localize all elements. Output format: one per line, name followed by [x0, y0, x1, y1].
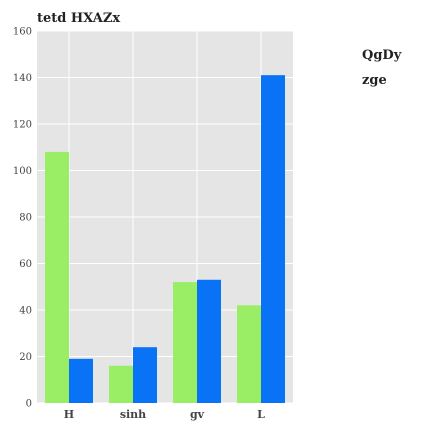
y-tick-label: 20 [19, 352, 32, 363]
x-tick-label: H [64, 408, 74, 421]
y-tick-label: 120 [13, 120, 32, 131]
bar [109, 365, 133, 403]
bars [45, 75, 285, 404]
chart-title: tetd HXAZx [37, 11, 120, 26]
legend-entry: zge [362, 73, 387, 88]
y-tick-label: 160 [13, 27, 32, 38]
legend-entry: QgDy [362, 48, 402, 63]
y-tick-label: 0 [26, 399, 32, 410]
bar [261, 75, 285, 404]
bar [197, 279, 221, 403]
y-tick-label: 40 [19, 306, 32, 317]
bar [173, 282, 197, 403]
y-tick-label: 80 [19, 213, 32, 224]
y-tick-label: 100 [13, 166, 32, 177]
bar [237, 305, 261, 403]
bar [69, 358, 93, 403]
y-tick-label: 60 [19, 259, 32, 270]
y-axis-ticks: 0 20 40 60 80 100 120 140 160 [13, 27, 32, 410]
x-tick-label: sinh [120, 408, 146, 421]
x-tick-label: L [257, 408, 265, 421]
legend: QgDy zge [362, 48, 402, 88]
bar [133, 347, 157, 403]
y-tick-label: 140 [13, 73, 32, 84]
bar [45, 151, 69, 403]
x-tick-label: gv [190, 408, 205, 421]
